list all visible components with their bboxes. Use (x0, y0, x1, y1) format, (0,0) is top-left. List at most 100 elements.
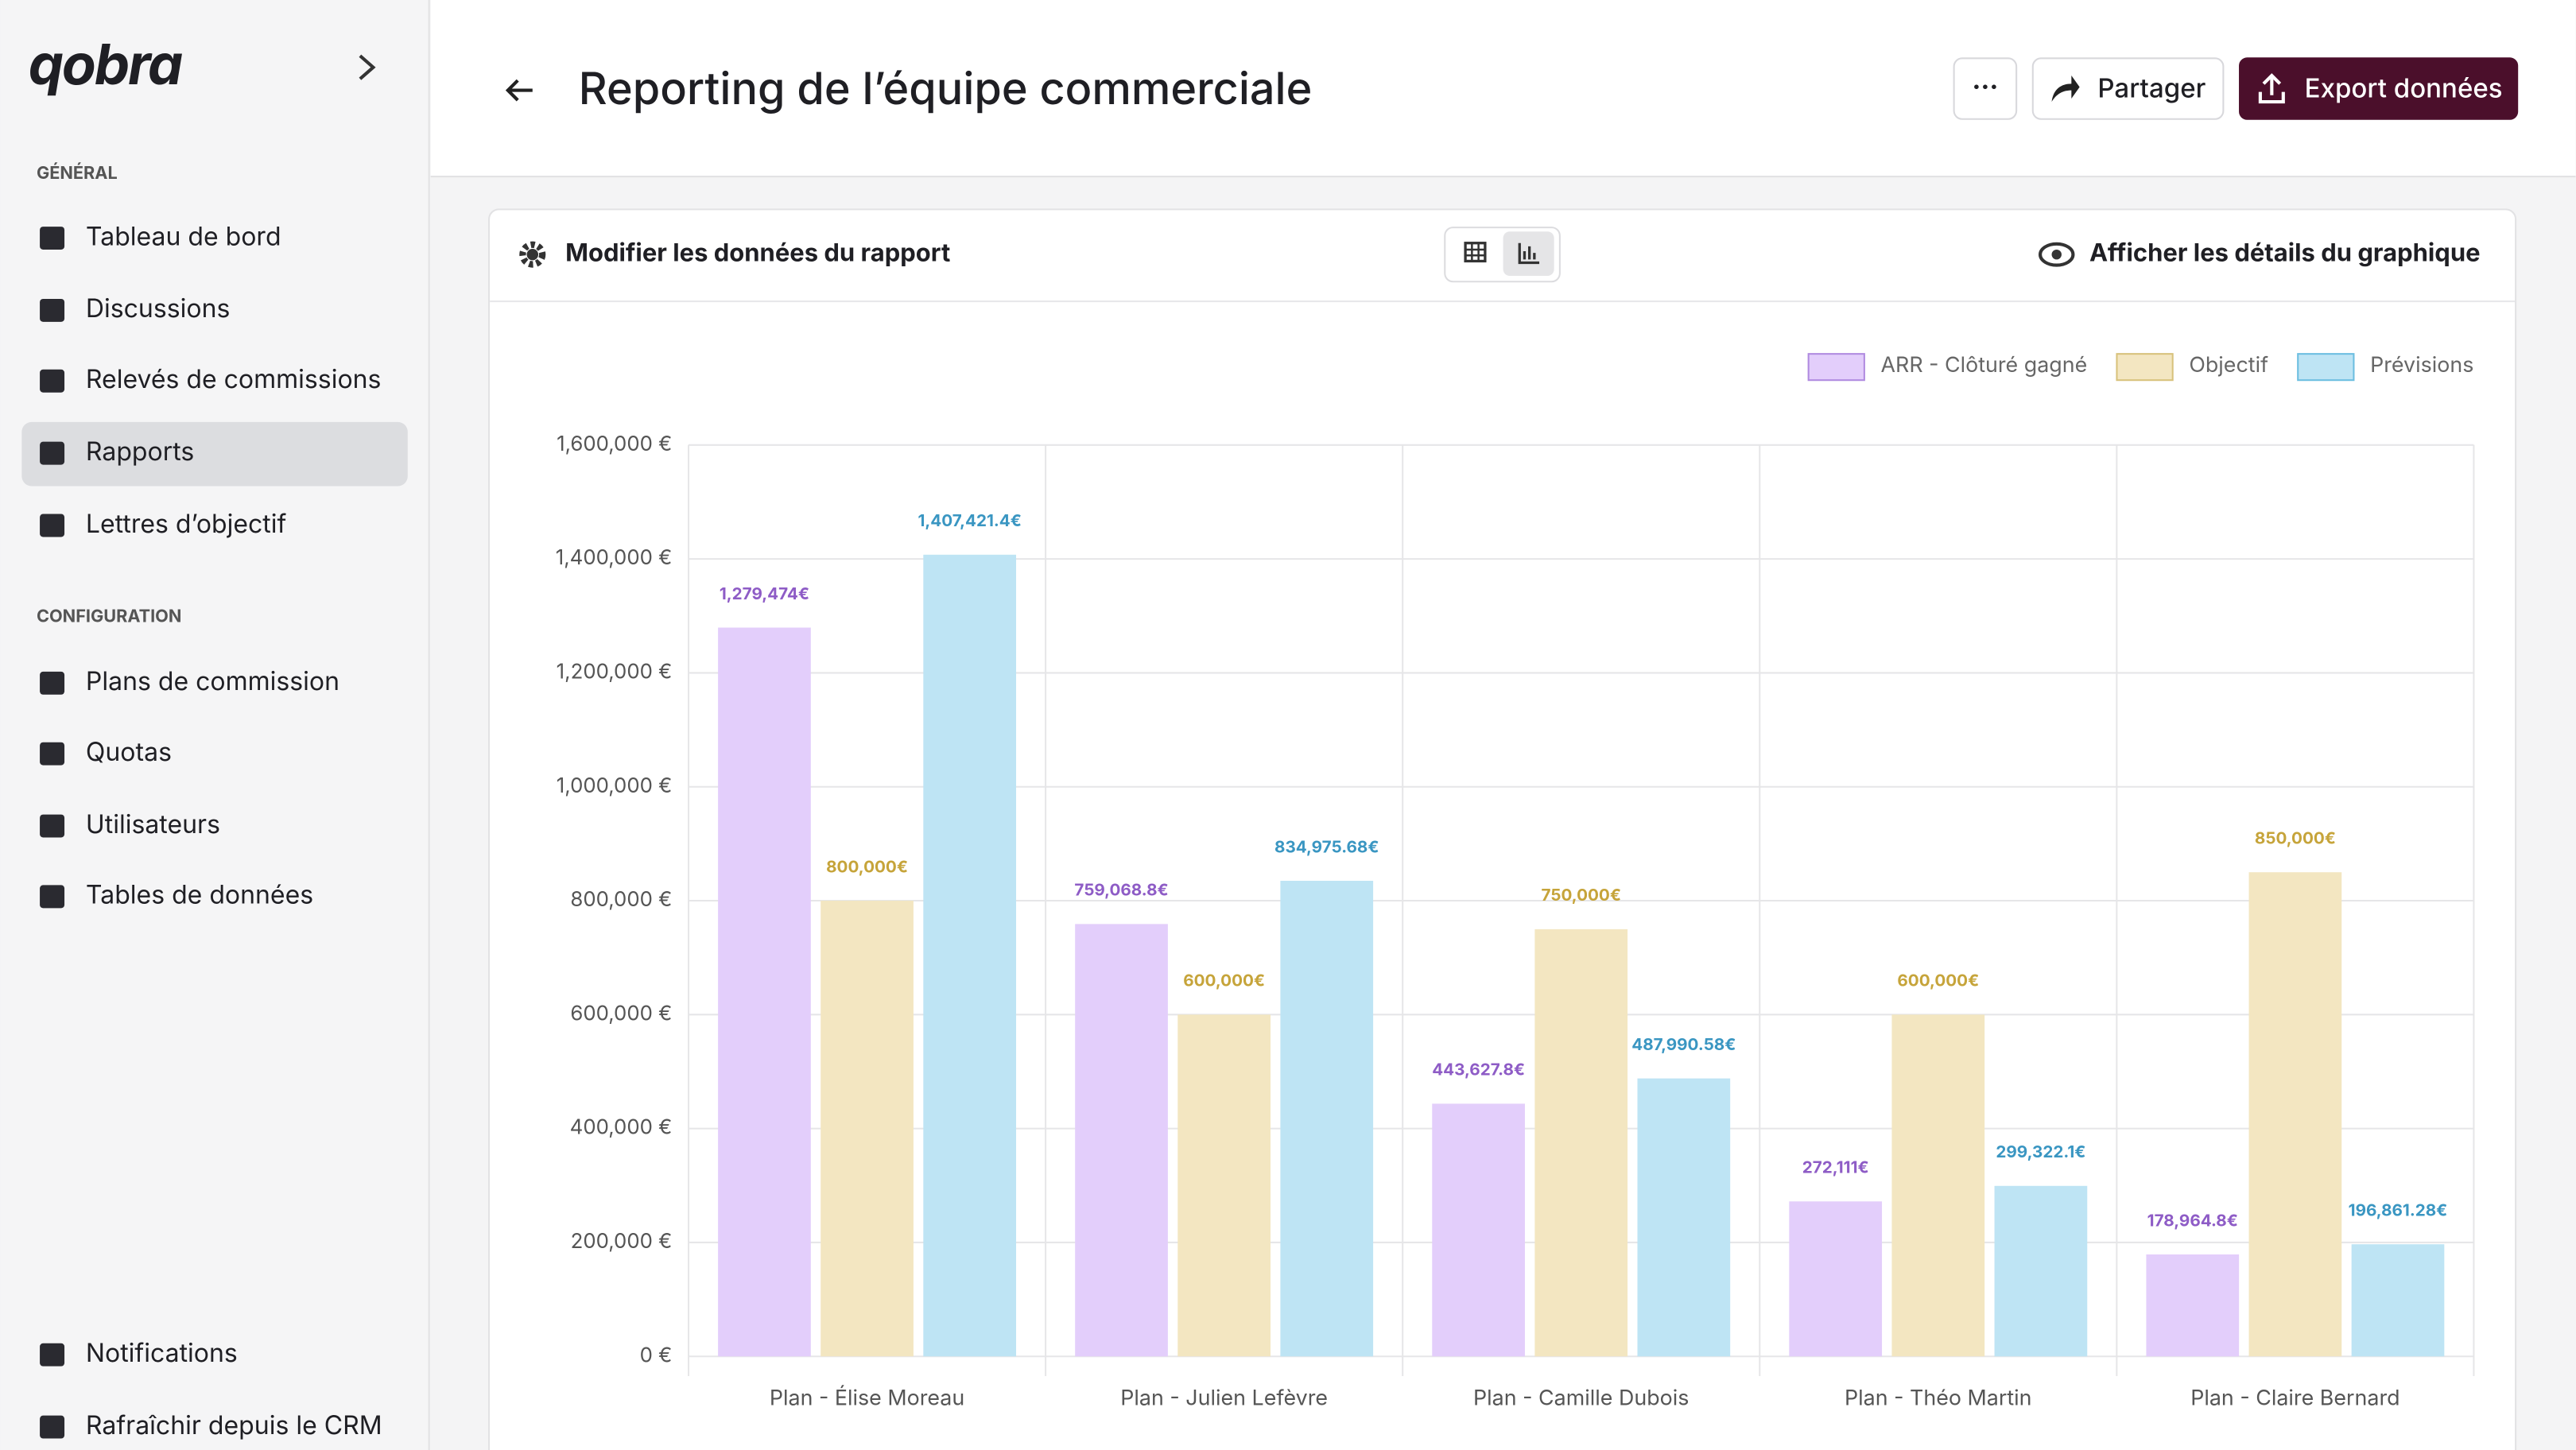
bar (1280, 880, 1374, 1357)
export-button[interactable] (2239, 57, 2519, 120)
nav-item[interactable]: Discussions (86, 293, 230, 324)
value-label: 600,000€ (1897, 971, 1979, 991)
y-tick-label: 200,000 € (571, 1229, 673, 1254)
export-icon (2258, 73, 2285, 104)
y-tick-label: 1,600,000 € (557, 432, 672, 456)
back-icon[interactable] (505, 79, 533, 102)
bar (1789, 1201, 1883, 1357)
nav-item[interactable]: Tables de données (86, 879, 313, 910)
value-label: 750,000€ (1541, 885, 1620, 905)
nav: GÉNÉRAL Tableau de bord Discussions Relevés… (37, 162, 382, 1440)
bar (1534, 929, 1628, 1357)
edit-data-link[interactable]: Modifier les données du rapport (565, 238, 950, 268)
active-item-bg (21, 421, 408, 487)
share-label: Partager (2097, 72, 2206, 104)
x-tick-label: Plan - Élise Moreau (770, 1384, 964, 1410)
page-title: Reporting de l’équipe commerciale (579, 62, 1313, 115)
legend-swatch (2116, 353, 2174, 382)
value-label: 1,279,474€ (720, 583, 809, 603)
value-label: 443,627.8€ (1432, 1060, 1525, 1080)
nav-icon (40, 369, 65, 393)
value-label: 487,990.58€ (1631, 1034, 1736, 1054)
nav-item[interactable]: Lettres d’objectif (86, 508, 287, 539)
nav-icon (40, 885, 65, 909)
bar (1075, 924, 1168, 1357)
bar (2248, 872, 2342, 1357)
bar (1177, 1014, 1271, 1357)
nav-item[interactable]: Rafraîchir depuis le CRM (86, 1409, 382, 1440)
table-view-icon[interactable] (1464, 242, 1487, 263)
eye-icon (2039, 242, 2075, 267)
nav-icon (40, 1343, 65, 1367)
legend-swatch (2297, 353, 2355, 382)
value-label: 800,000€ (826, 856, 908, 876)
y-tick-label: 1,000,000 € (557, 773, 673, 798)
settings-icon (519, 241, 546, 268)
bar (1432, 1103, 1525, 1357)
legend-label: ARR - Clôturé gagné (1881, 352, 2088, 378)
nav-item[interactable]: Rapports (86, 436, 194, 467)
value-label: 834,975.68€ (1274, 836, 1379, 856)
x-tick-label: Plan - Théo Martin (1845, 1385, 2032, 1410)
bar (1994, 1185, 2088, 1357)
x-tick-label: Plan - Claire Bernard (2190, 1385, 2399, 1410)
bar (1637, 1078, 1731, 1357)
value-label: 850,000€ (2255, 828, 2336, 848)
legend-label: Prévisions (2370, 352, 2473, 378)
details-link[interactable]: Afficher les détails du graphique (2089, 238, 2480, 268)
value-label: 759,068.8€ (1074, 880, 1168, 900)
share-icon (2051, 76, 2080, 103)
more-label: ··· (1972, 71, 1998, 103)
section-title: GÉNÉRAL (37, 162, 118, 184)
legend-swatch (1807, 353, 1865, 382)
bar (718, 627, 811, 1357)
nav-icon (40, 671, 65, 695)
logo: qobra (29, 30, 183, 98)
nav-icon (40, 441, 65, 465)
y-tick-label: 600,000 € (570, 1001, 672, 1025)
y-tick-label: 400,000 € (570, 1115, 673, 1140)
bar (1891, 1014, 1985, 1357)
y-tick-label: 800,000 € (570, 887, 672, 912)
nav-item[interactable]: Quotas (86, 736, 172, 767)
x-tick-label: Plan - Julien Lefèvre (1120, 1385, 1328, 1410)
export-label: Export données (2305, 72, 2503, 104)
collapse-icon[interactable] (359, 54, 376, 80)
value-label: 600,000€ (1183, 971, 1265, 991)
nav-icon (40, 298, 65, 322)
nav-item[interactable]: Utilisateurs (86, 808, 220, 839)
eye-pupil (2051, 249, 2062, 260)
chart: 0 € 200,000 € 400,000 € 600,000 € 800,000 € 1… (556, 352, 2475, 1410)
table-view-grid (1465, 242, 1485, 262)
y-tick-label: 1,400,000 € (556, 545, 673, 570)
nav-item[interactable]: Relevés de commissions (86, 363, 382, 394)
nav-icon (40, 227, 65, 250)
y-tick-label: 1,200,000 € (557, 659, 673, 684)
bar (821, 901, 914, 1357)
x-tick-label: Plan - Camille Dubois (1473, 1385, 1689, 1410)
section-title: CONFIGURATION (37, 607, 181, 627)
bar (923, 554, 1017, 1357)
settings-icon-core (526, 248, 539, 261)
nav-icon (40, 742, 65, 766)
share-button[interactable] (2031, 57, 2225, 120)
nav-item[interactable]: Tableau de bord (86, 220, 281, 251)
legend: Prévisions Objectif ARR - Clôturé gagné (1807, 352, 2473, 382)
value-label: 1,407,421.4€ (918, 510, 1021, 530)
nav-icon (40, 1415, 65, 1439)
nav-item[interactable]: Plans de commission (86, 665, 339, 696)
value-label: 299,322.1€ (1996, 1142, 2085, 1161)
nav-item[interactable]: Notifications (86, 1337, 238, 1368)
value-label: 272,111€ (1802, 1157, 1869, 1177)
sidebar (0, 0, 429, 1450)
y-tick-label: 0 € (640, 1343, 673, 1367)
bar (2146, 1254, 2240, 1357)
bar (2351, 1244, 2445, 1357)
more-button[interactable] (1953, 57, 2018, 120)
nav-icon (40, 814, 65, 838)
value-label: 178,964.8€ (2147, 1210, 2238, 1230)
value-label: 196,861.28€ (2349, 1200, 2448, 1220)
nav-icon (40, 514, 65, 537)
